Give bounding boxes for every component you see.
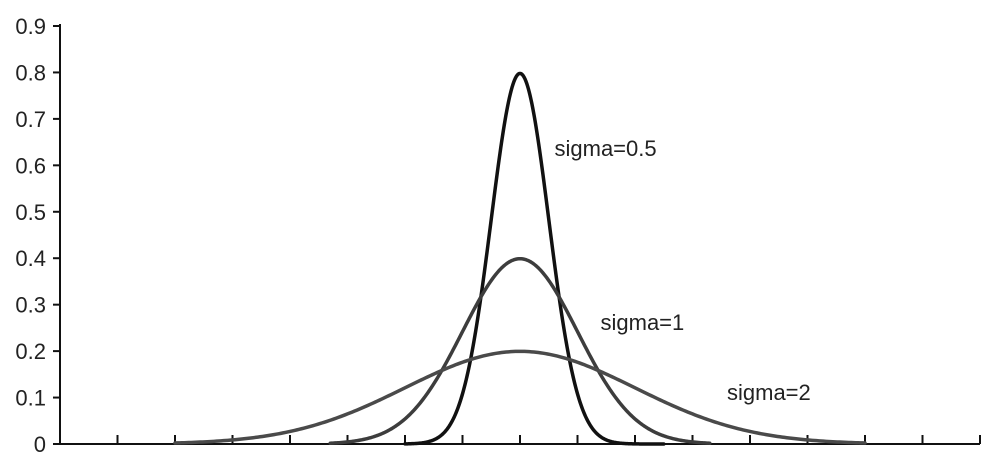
series-line <box>328 256 712 445</box>
y-tick-label: 0.9 <box>15 14 46 39</box>
y-tick-label: 0.8 <box>15 60 46 85</box>
y-tick-label: 0.2 <box>15 339 46 364</box>
y-tick-label: 0.3 <box>15 293 46 318</box>
y-tick-label: 0 <box>34 432 46 457</box>
series-line <box>403 71 666 446</box>
curves <box>173 71 867 446</box>
y-tick-label: 0.6 <box>15 153 46 178</box>
y-tick-label: 0.1 <box>15 386 46 411</box>
series-labels: sigma=0.5 sigma=1 sigma=2 <box>555 136 811 405</box>
y-tick-label: 0.7 <box>15 107 46 132</box>
series-label: sigma=2 <box>727 380 811 405</box>
y-axis-ticks: 0 0.1 0.2 0.3 0.4 0.5 0.6 0.7 0.8 0.9 <box>15 14 60 457</box>
series-label: sigma=1 <box>601 310 685 335</box>
y-tick-label: 0.4 <box>15 246 46 271</box>
series-line <box>173 349 867 445</box>
y-tick-label: 0.5 <box>15 200 46 225</box>
series-label: sigma=0.5 <box>555 136 657 161</box>
